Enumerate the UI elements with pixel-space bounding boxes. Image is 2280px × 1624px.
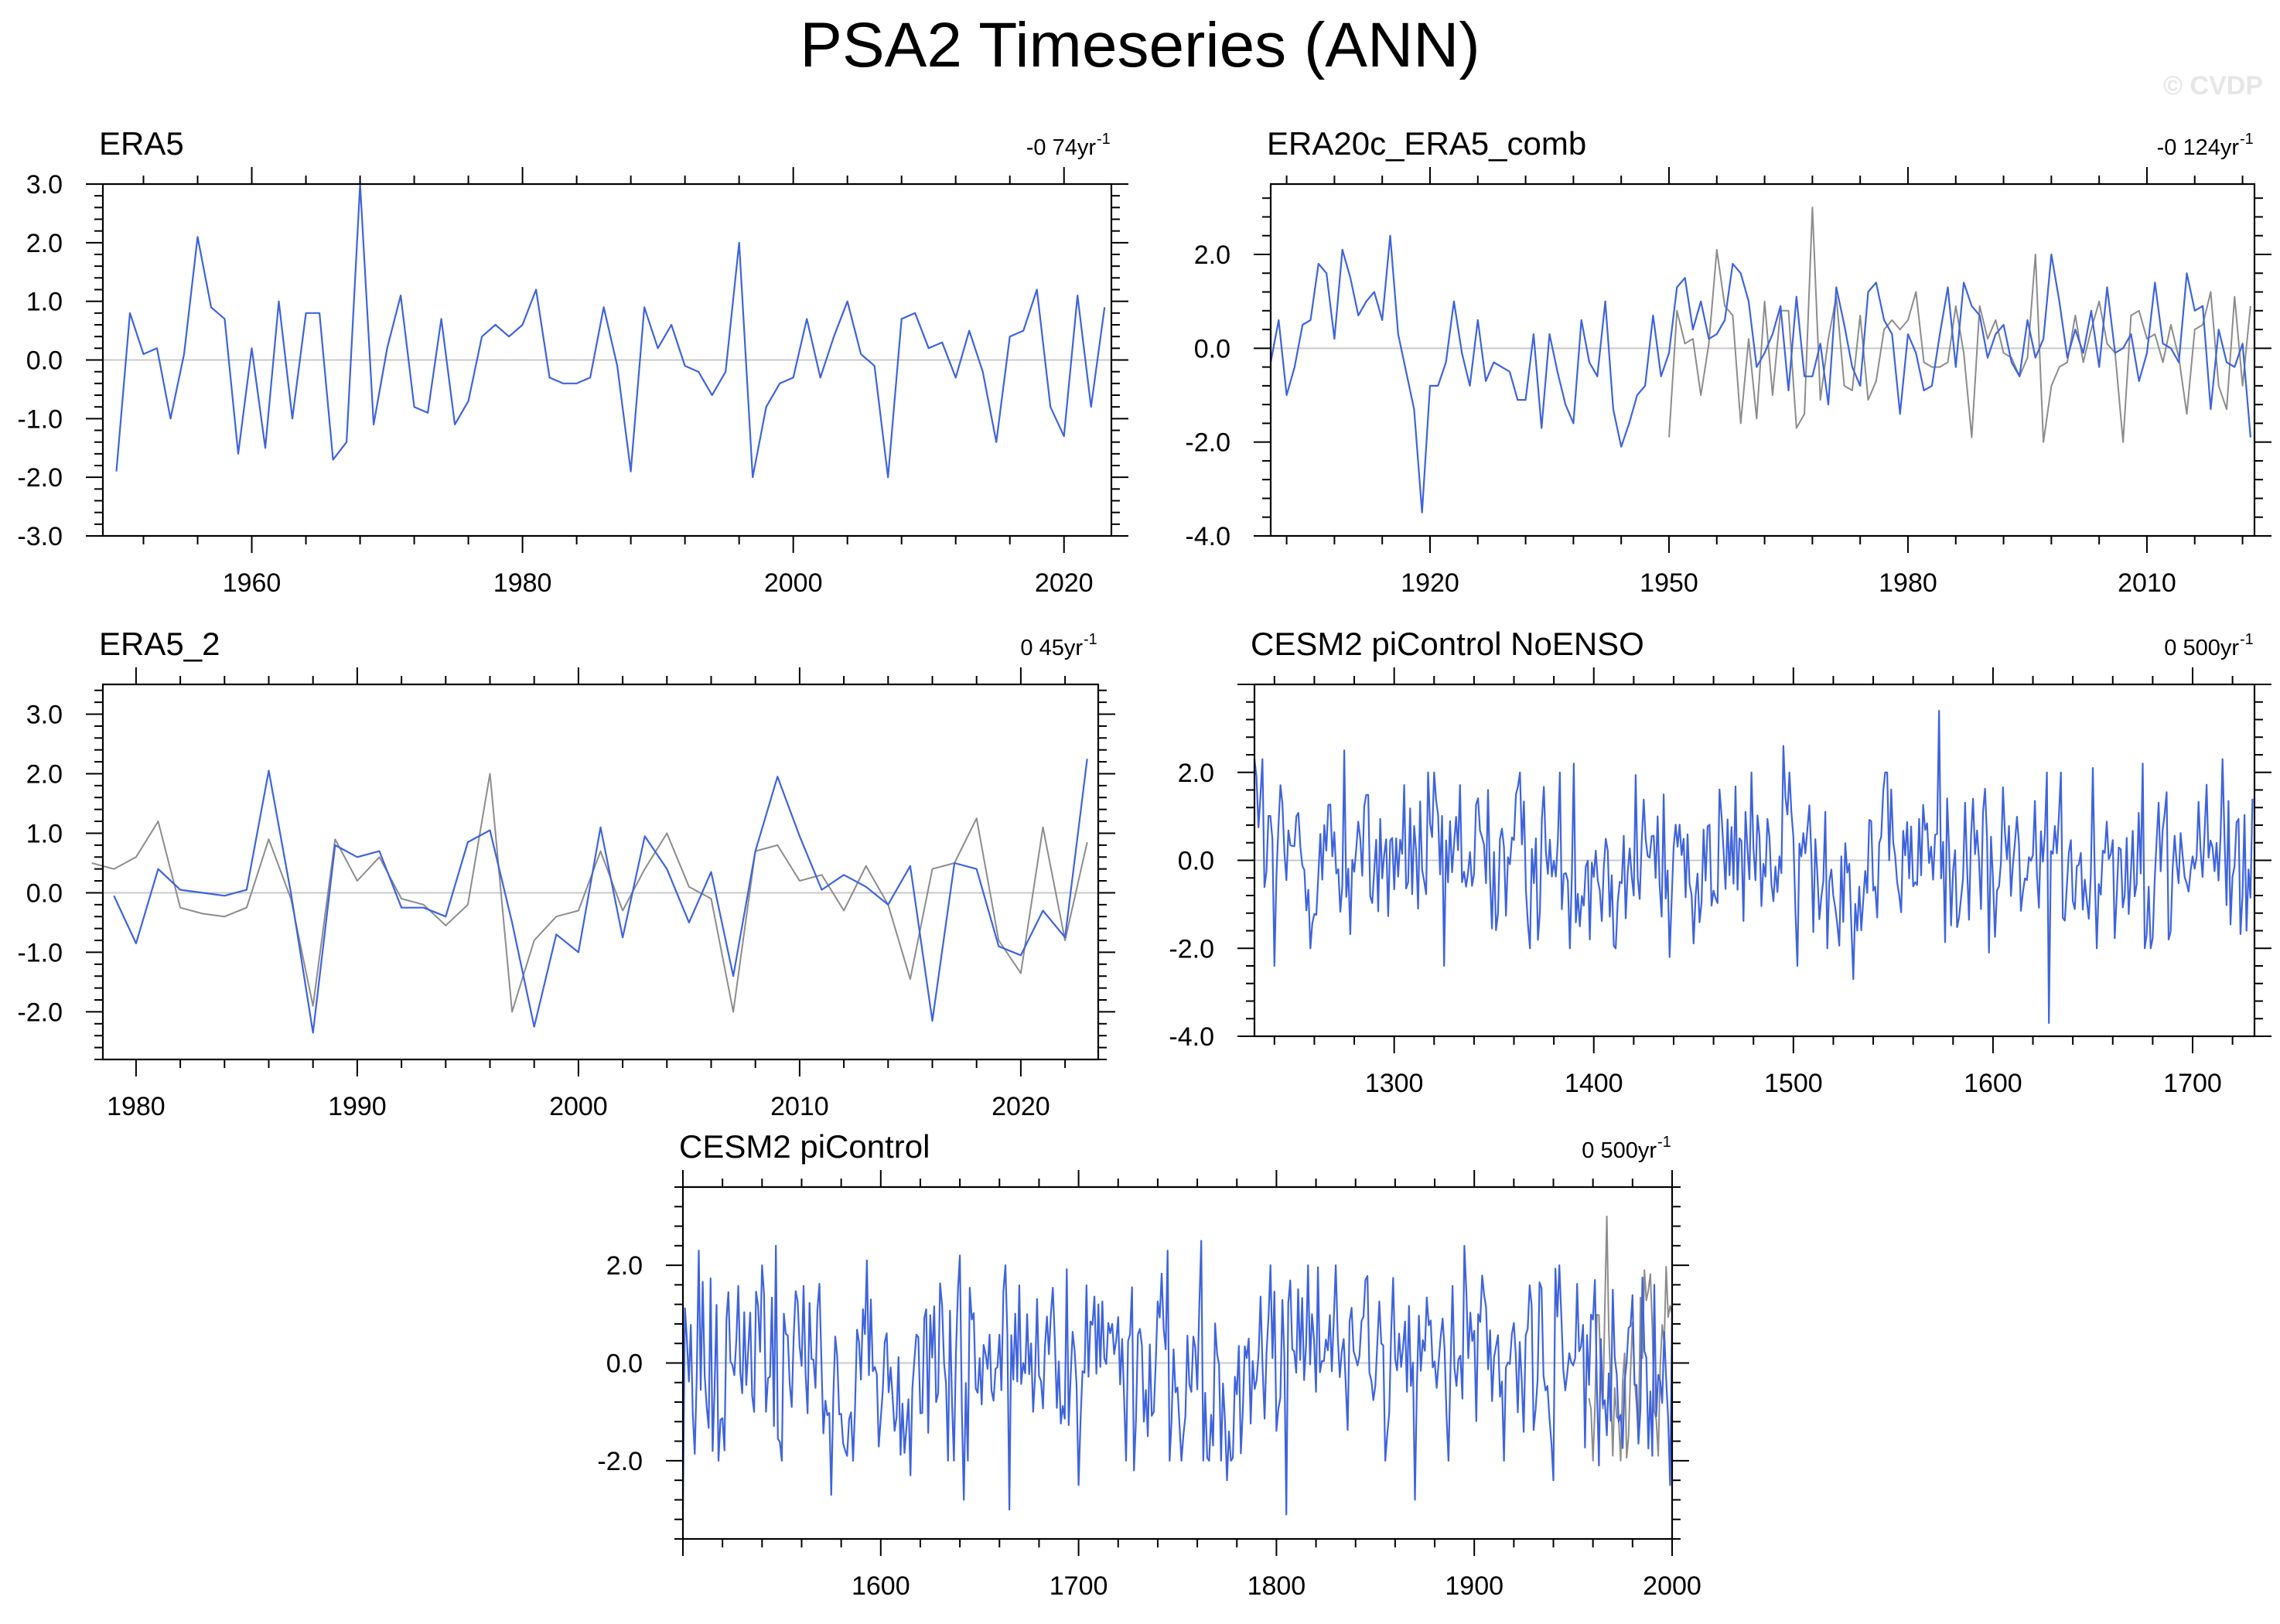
x-tick-label: 1600 xyxy=(1964,1069,2022,1098)
trend-exponent: -1 xyxy=(1657,1134,1671,1151)
y-tick-label: 2.0 xyxy=(26,759,63,789)
x-tick-label: 1980 xyxy=(1879,568,1937,598)
x-tick-label: 1700 xyxy=(2163,1069,2222,1098)
series-line-cesm2-picontrol-noenso xyxy=(1253,710,2254,1024)
y-tick-label: -1.0 xyxy=(17,938,63,967)
panel-title: ERA5_2 xyxy=(99,626,220,662)
y-tick-label: 2.0 xyxy=(1194,241,1230,270)
x-tick-label: 1500 xyxy=(1764,1069,1823,1098)
y-tick-label: 2.0 xyxy=(26,229,63,258)
x-tick-label: 2000 xyxy=(764,568,823,598)
x-tick-label: 1400 xyxy=(1565,1069,1623,1098)
panel-3: 1980 1990 2000 2010 2020 -2.0 -1.0 0.0 1.0 2.0 3.0… xyxy=(17,626,1115,1121)
figure-title: PSA2 Timeseries (ANN) xyxy=(800,10,1480,80)
y-tick-label: 2.0 xyxy=(606,1251,643,1281)
trend-label: -0 74yr xyxy=(1026,135,1097,160)
y-tick-label: -2.0 xyxy=(17,998,63,1027)
panel-4: 1300 1400 1500 1600 1700 -4.0 -2.0 0.0 2.0 CESM2 … xyxy=(1169,626,2271,1098)
panel-2: 1920 1950 1980 2010 -4.0 -2.0 0.0 2.0 ERA20c_ERA… xyxy=(1185,125,2271,598)
y-tick-label: -2.0 xyxy=(1185,428,1230,458)
y-tick-label: -2.0 xyxy=(597,1447,643,1476)
x-tick-label: 1960 xyxy=(223,568,282,598)
y-tick-label: 0.0 xyxy=(26,879,63,908)
x-tick-label: 1950 xyxy=(1640,568,1698,598)
panel-1: 1960 1980 2000 2020 -3.0 -2.0 -1.0 0.0 1.0 2.0 3.0… xyxy=(17,125,1128,598)
y-tick-label: -1.0 xyxy=(17,404,63,434)
trend-exponent: -1 xyxy=(2240,131,2254,148)
x-tick-label: 1990 xyxy=(328,1092,387,1121)
x-tick-label: 1980 xyxy=(107,1092,166,1121)
panel-title: ERA5 xyxy=(99,125,184,162)
x-tick-label: 2000 xyxy=(1643,1571,1701,1601)
x-tick-label: 1980 xyxy=(493,568,552,598)
x-tick-label: 2010 xyxy=(770,1092,829,1121)
panel-title: CESM2 piControl NoENSO xyxy=(1251,626,1644,662)
x-tick-label: 1600 xyxy=(852,1571,910,1601)
series-line-era5 xyxy=(91,773,1088,1013)
x-tick-label: 2020 xyxy=(992,1092,1050,1121)
plot-frame xyxy=(101,683,1100,1061)
y-tick-label: 0.0 xyxy=(606,1349,643,1379)
y-tick-label: -3.0 xyxy=(17,522,63,551)
y-tick-label: -2.0 xyxy=(17,463,63,493)
y-tick-label: 0.0 xyxy=(1178,847,1214,876)
panel-5: 1600 1700 1800 1900 2000 -2.0 0.0 2.0 CESM2 piCo… xyxy=(597,1128,1701,1601)
watermark: © CVDP xyxy=(2163,71,2263,101)
y-tick-label: -2.0 xyxy=(1169,934,1214,964)
x-tick-label: 1700 xyxy=(1050,1571,1108,1601)
plot-frame xyxy=(1269,183,2256,537)
panel-title: ERA20c_ERA5_comb xyxy=(1267,125,1586,162)
y-tick-label: 3.0 xyxy=(26,700,63,729)
x-tick-label: 2020 xyxy=(1035,568,1094,598)
panel-title: CESM2 piControl xyxy=(679,1128,930,1165)
x-tick-label: 2000 xyxy=(549,1092,608,1121)
trend-label: -0 124yr xyxy=(2157,135,2240,160)
y-tick-label: -4.0 xyxy=(1169,1022,1214,1052)
series-line-era5 xyxy=(115,183,1106,479)
y-tick-label: 2.0 xyxy=(1178,759,1214,788)
x-tick-label: 1300 xyxy=(1365,1069,1424,1098)
x-tick-label: 2010 xyxy=(2118,568,2176,598)
y-tick-label: 1.0 xyxy=(26,819,63,848)
trend-label: 0 500yr xyxy=(2164,636,2239,660)
y-tick-label: 1.0 xyxy=(26,288,63,317)
x-tick-label: 1920 xyxy=(1401,568,1459,598)
y-tick-label: 0.0 xyxy=(26,346,63,376)
series-line-era20c-era5-comb xyxy=(1269,234,2251,513)
y-tick-label: 0.0 xyxy=(1194,334,1230,363)
trend-exponent: -1 xyxy=(1097,131,1111,148)
trend-exponent: -1 xyxy=(2240,631,2254,648)
trend-exponent: -1 xyxy=(1084,631,1097,648)
x-tick-label: 1800 xyxy=(1248,1571,1306,1601)
series-line-cesm2-picontrol xyxy=(681,1240,1674,1516)
series-line-era5-2 xyxy=(113,759,1088,1034)
y-tick-label: 3.0 xyxy=(26,170,63,200)
trend-label: 0 500yr xyxy=(1582,1138,1657,1163)
series-line-era20c-era5-comb xyxy=(1588,1215,1673,1462)
x-tick-label: 1900 xyxy=(1445,1571,1504,1601)
trend-label: 0 45yr xyxy=(1020,636,1083,660)
y-tick-label: -4.0 xyxy=(1185,522,1230,551)
